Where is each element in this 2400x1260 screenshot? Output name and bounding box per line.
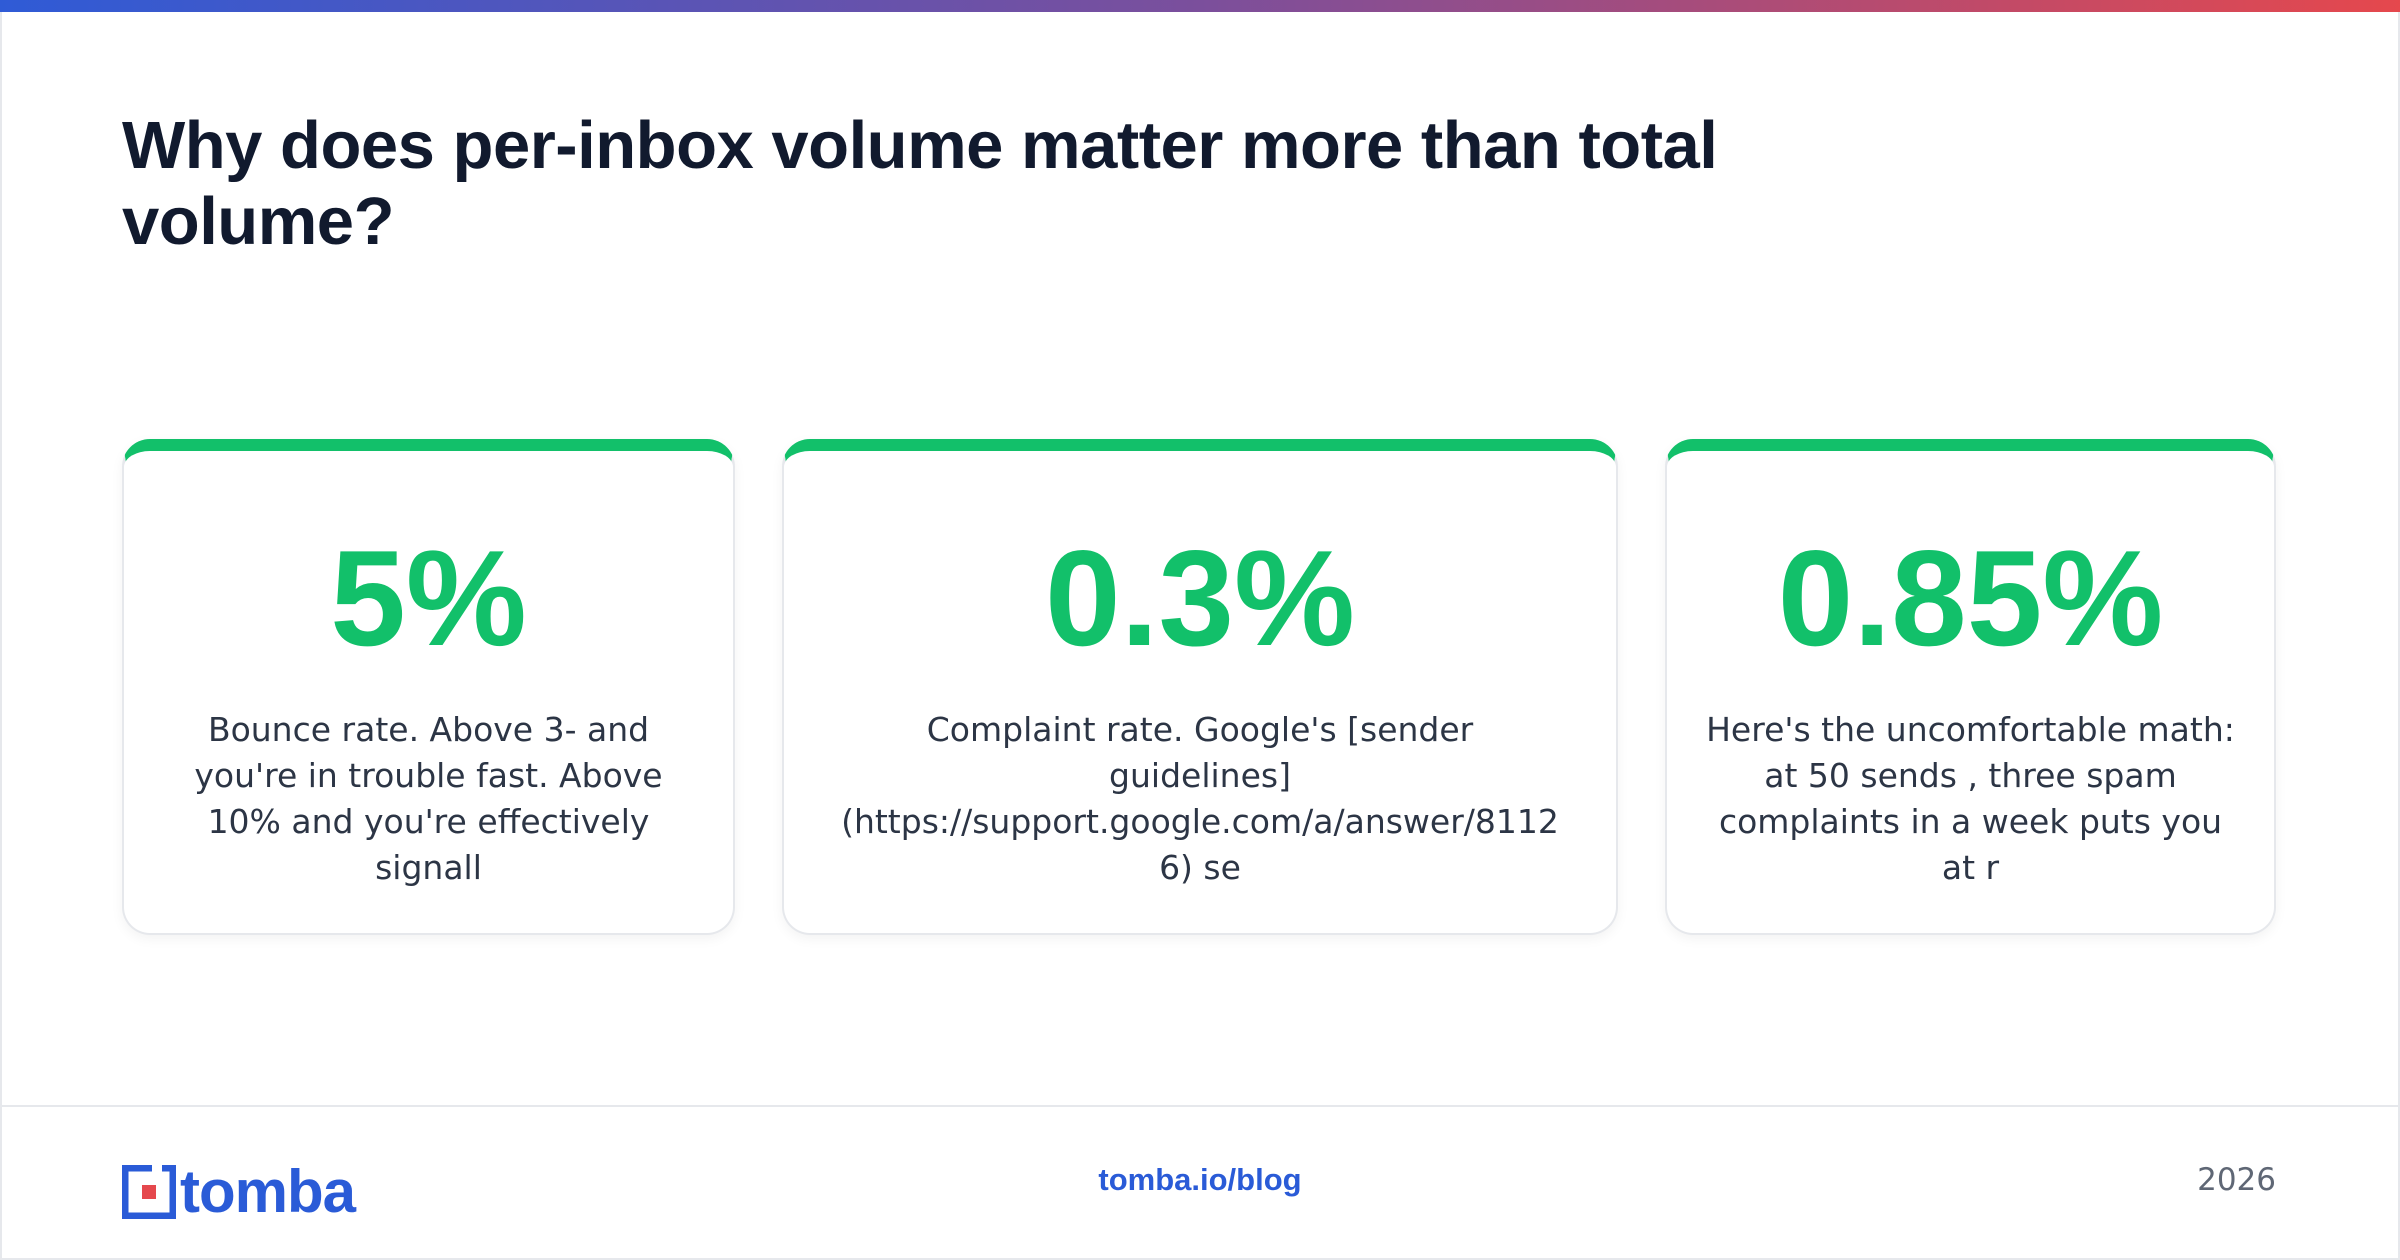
stat-value: 0.3% bbox=[1045, 522, 1355, 674]
stat-text: Here's the uncomfortable math: at 50 sen… bbox=[1706, 710, 2235, 887]
top-bar bbox=[0, 0, 2400, 12]
title: Why does per-inbox volume matter more th… bbox=[122, 108, 1718, 259]
footer-url[interactable]: tomba.io/blog bbox=[1098, 1162, 1302, 1197]
stat-text: Complaint rate. Google's [sender guideli… bbox=[841, 710, 1559, 887]
logo: tomba bbox=[122, 1157, 356, 1226]
stat-card: 0.85% Here's the uncomfortable math: at … bbox=[1665, 439, 2276, 935]
footer-year: 2026 bbox=[2197, 1162, 2276, 1198]
stat-card: 0.3% Complaint rate. Google's [sender gu… bbox=[782, 439, 1618, 935]
stat-card: 5% Bounce rate. Above 3- and you're in t… bbox=[122, 439, 735, 935]
brand: tomba bbox=[180, 1158, 356, 1225]
stat-value: 5% bbox=[330, 522, 527, 674]
stat-text: Bounce rate. Above 3- and you're in trou… bbox=[194, 710, 663, 887]
stat-value: 0.85% bbox=[1777, 522, 2164, 674]
divider bbox=[0, 1105, 2400, 1107]
logo-icon bbox=[122, 1164, 176, 1219]
